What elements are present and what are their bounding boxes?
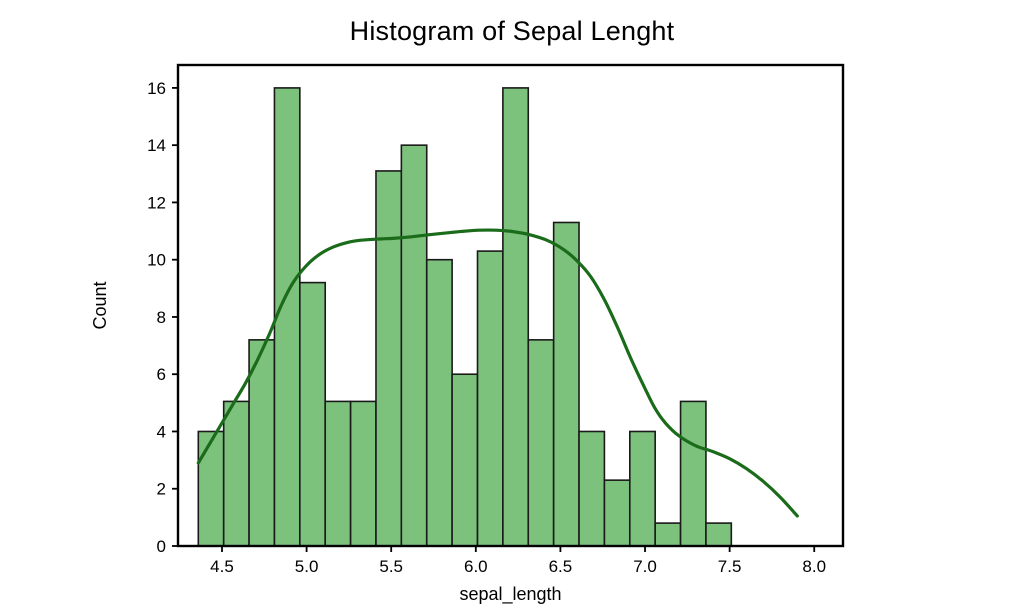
histogram-bar bbox=[603, 479, 631, 547]
x-tick-label: 6.5 bbox=[549, 557, 573, 576]
histogram-bar bbox=[400, 144, 428, 547]
page-title: Histogram of Sepal Lenght bbox=[349, 16, 675, 46]
x-tick-label: 6.0 bbox=[464, 557, 488, 576]
histogram-bar bbox=[527, 339, 555, 547]
axes-frame bbox=[176, 63, 845, 548]
histogram-bar bbox=[552, 221, 580, 547]
histogram-bar bbox=[578, 430, 606, 547]
y-tick-label: 16 bbox=[147, 79, 166, 98]
histogram-bar bbox=[375, 170, 403, 547]
x-tick-label: 8.0 bbox=[802, 557, 826, 576]
histogram-bar bbox=[349, 400, 377, 547]
histogram-bar bbox=[451, 373, 479, 547]
histogram-bar bbox=[324, 400, 352, 547]
histogram-bar bbox=[425, 258, 453, 547]
histogram-bar bbox=[705, 522, 733, 547]
kde-curve bbox=[196, 228, 799, 518]
histogram-bar bbox=[502, 87, 530, 547]
histogram-bar bbox=[679, 400, 707, 547]
y-axis-title: Count bbox=[90, 281, 110, 329]
x-axis: 4.5 5.0 5.5 6.0 6.5 7.0 7.5 8.0 bbox=[210, 546, 826, 576]
x-tick-label: 7.0 bbox=[633, 557, 657, 576]
histogram-bar bbox=[654, 522, 682, 547]
histogram-bar bbox=[222, 400, 250, 547]
histogram-bar bbox=[299, 281, 327, 547]
y-axis: 0 2 4 6 8 10 12 14 16 bbox=[147, 79, 178, 556]
y-tick-label: 6 bbox=[157, 365, 166, 384]
y-tick-label: 8 bbox=[157, 308, 166, 327]
y-tick-label: 12 bbox=[147, 193, 166, 212]
histogram-bar bbox=[273, 87, 301, 547]
x-axis-title: sepal_length bbox=[459, 584, 561, 605]
x-tick-label: 4.5 bbox=[210, 557, 234, 576]
y-tick-label: 0 bbox=[157, 537, 166, 556]
x-tick-label: 5.0 bbox=[295, 557, 319, 576]
y-tick-label: 14 bbox=[147, 136, 166, 155]
histogram-bar bbox=[628, 430, 656, 547]
y-tick-label: 10 bbox=[147, 251, 166, 270]
histogram-bar bbox=[476, 250, 504, 547]
bars-group bbox=[197, 87, 733, 547]
x-tick-label: 7.5 bbox=[718, 557, 742, 576]
y-tick-label: 2 bbox=[157, 480, 166, 499]
histogram-bar bbox=[197, 430, 225, 547]
y-tick-label: 4 bbox=[157, 422, 166, 441]
x-tick-label: 5.5 bbox=[379, 557, 403, 576]
